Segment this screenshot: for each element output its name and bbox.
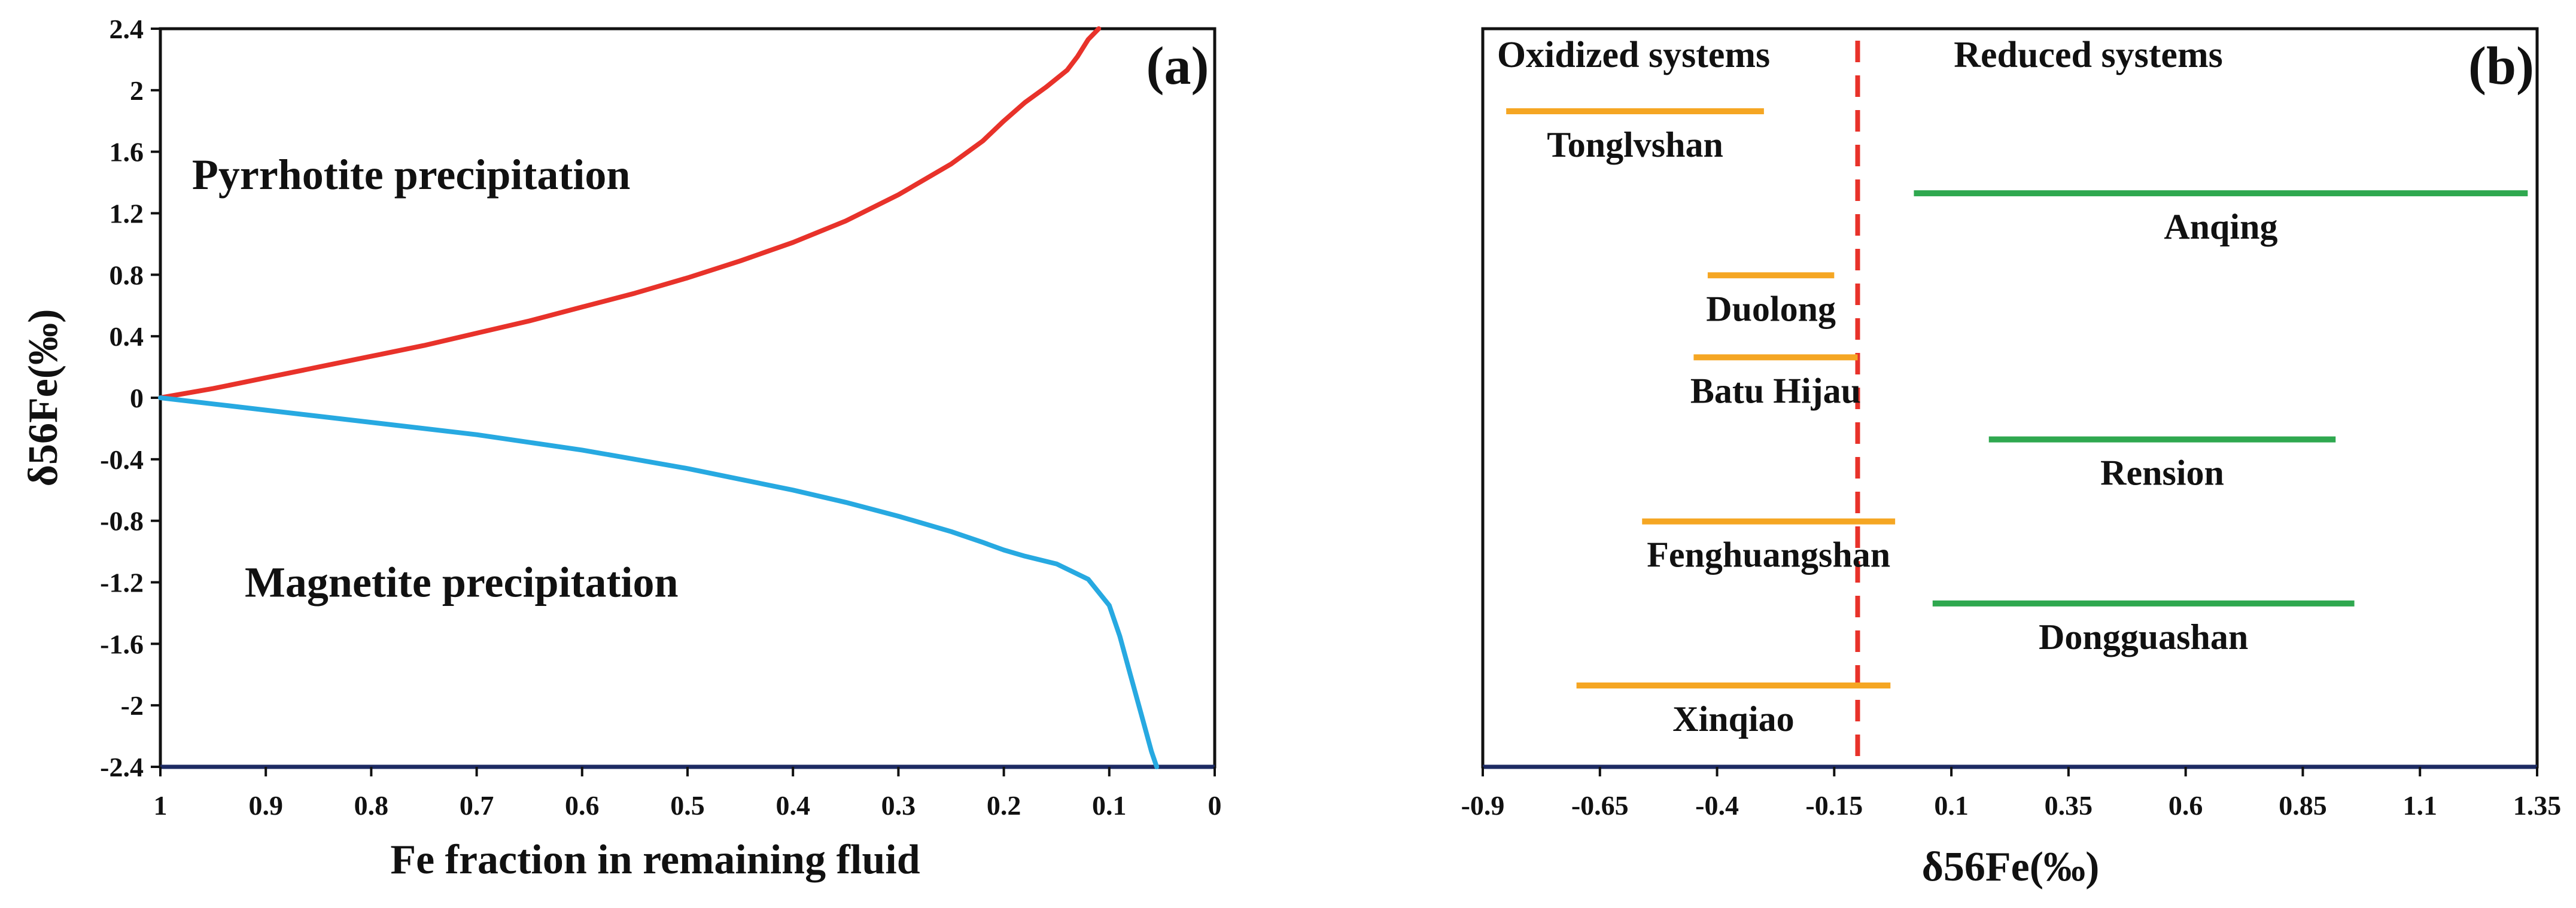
y-tick-label: 2 — [130, 75, 144, 106]
range-label-batu-hijau: Batu Hijau — [1690, 371, 1861, 410]
y-tick-label: -0.4 — [100, 444, 144, 475]
magnetite-annotation: Magnetite precipitation — [245, 559, 679, 607]
panel-b-x-axis-label: δ56Fe(‰) — [1922, 844, 2100, 890]
range-label-fenghuangshan: Fenghuangshan — [1647, 535, 1890, 575]
x-tick-label: 1.1 — [2402, 790, 2437, 821]
x-tick-label: -0.65 — [1571, 790, 1629, 821]
x-tick-label: -0.4 — [1695, 790, 1739, 821]
x-tick-label: 0.7 — [460, 790, 494, 821]
y-tick-label: -0.8 — [100, 506, 144, 537]
x-tick-label: 0.35 — [2045, 790, 2093, 821]
panel-a-plot-frame — [159, 27, 1216, 769]
x-tick-label: -0.9 — [1461, 790, 1505, 821]
y-tick-label: 1.2 — [110, 199, 144, 229]
x-tick-label: 0.4 — [775, 790, 810, 821]
panel-b-label: (b) — [2468, 36, 2534, 96]
x-tick-label: 0.6 — [565, 790, 600, 821]
x-tick-label: 0.9 — [248, 790, 283, 821]
x-tick-label: 0.1 — [1092, 790, 1127, 821]
x-tick-label: 0 — [1208, 790, 1222, 821]
x-tick-label: -0.15 — [1805, 790, 1863, 821]
panel-b: -0.9 -0.65 -0.4 -0.15 0.1 0.35 0.6 0.85 1.1 1.35 … — [1461, 27, 2562, 890]
x-tick-label: 0.8 — [354, 790, 389, 821]
panel-a-series — [158, 26, 1160, 769]
x-tick-label: 0.6 — [2169, 790, 2203, 821]
magnetite-curve — [158, 395, 1160, 769]
reduced-systems-label: Reduced systems — [1954, 35, 2222, 75]
y-tick-label: -2.4 — [100, 752, 144, 782]
range-label-rension: Rension — [2100, 453, 2224, 493]
panel-b-ranges: Tonglvshan Anqing Duolong Batu Hijau Rension… — [1506, 108, 2528, 739]
x-tick-label: 0.2 — [987, 790, 1021, 821]
y-tick-label: -1.2 — [100, 568, 144, 598]
panel-a-y-ticks: 2.4 2 1.6 1.2 0.8 0.4 0 -0.4 -0.8 -1.2 -1.6 -2 -2.4 — [100, 14, 160, 782]
range-label-dongguashan: Dongguashan — [2039, 617, 2248, 657]
x-tick-label: 1 — [154, 790, 168, 821]
range-label-anqing: Anqing — [2164, 207, 2277, 246]
x-tick-label: 0.85 — [2279, 790, 2327, 821]
x-tick-label: 0.5 — [670, 790, 705, 821]
y-tick-label: 2.4 — [110, 14, 144, 44]
panel-a-label: (a) — [1146, 36, 1209, 96]
panel-a-annotations: Pyrrhotite precipitation Magnetite precip… — [192, 151, 679, 606]
pyrrhotite-curve — [158, 26, 1102, 400]
panel-a: 2.421.61.20.80.40-0.4-0.8-1.2-1.6-2-2.4 … — [20, 14, 1222, 883]
panel-a-y-axis-label: δ56Fe(‰) — [20, 309, 66, 487]
x-tick-label: 1.35 — [2513, 790, 2562, 821]
y-tick-label: -2 — [121, 690, 144, 721]
panel-b-x-ticks: -0.9 -0.65 -0.4 -0.15 0.1 0.35 0.6 0.85 1.1 1.35 — [1461, 767, 2562, 821]
y-tick-label: 0.4 — [110, 321, 144, 352]
y-tick-label: 0.8 — [110, 260, 144, 290]
panel-a-x-ticks: 1 0.9 0.8 0.7 0.6 0.5 0.4 0.3 0.2 0.1 0 — [154, 767, 1222, 821]
pyrrhotite-annotation: Pyrrhotite precipitation — [192, 151, 631, 199]
oxidized-systems-label: Oxidized systems — [1497, 35, 1770, 75]
y-tick-label: 1.6 — [110, 137, 144, 167]
range-label-duolong: Duolong — [1706, 289, 1836, 328]
panel-a-x-axis-label: Fe fraction in remaining fluid — [390, 837, 920, 883]
x-tick-label: 0.1 — [1934, 790, 1969, 821]
y-tick-label: -1.6 — [100, 629, 144, 659]
range-label-xinqiao: Xinqiao — [1672, 699, 1794, 739]
x-tick-label: 0.3 — [881, 790, 916, 821]
y-tick-label: 0 — [130, 383, 144, 413]
panel-b-plot-frame — [1481, 27, 2539, 769]
range-label-tonglvshan: Tonglvshan — [1547, 125, 1723, 164]
